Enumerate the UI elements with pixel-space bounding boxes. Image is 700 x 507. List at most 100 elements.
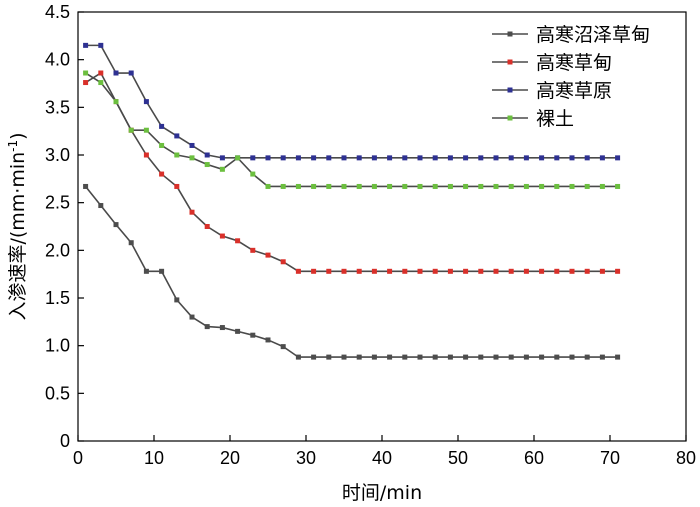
data-point — [189, 209, 195, 215]
legend-marker — [507, 87, 513, 93]
legend-marker — [507, 59, 513, 65]
data-point — [508, 268, 514, 274]
series-lines — [83, 42, 621, 360]
x-tick-label: 40 — [372, 448, 392, 468]
data-point — [447, 155, 453, 161]
data-point — [235, 328, 241, 334]
data-point — [584, 183, 590, 189]
data-point — [599, 183, 605, 189]
data-point — [174, 152, 180, 158]
legend-marker — [507, 31, 513, 37]
data-point — [508, 155, 514, 161]
data-point — [356, 183, 362, 189]
x-axis-title: 时间/min — [342, 482, 422, 504]
data-point — [311, 155, 317, 161]
data-point — [143, 152, 149, 158]
data-point — [402, 155, 408, 161]
data-point — [83, 80, 89, 86]
data-point — [539, 354, 545, 360]
data-point — [98, 203, 104, 209]
data-point — [174, 297, 180, 303]
data-point — [569, 268, 575, 274]
data-point — [387, 268, 393, 274]
data-point — [295, 268, 301, 274]
data-point — [523, 268, 529, 274]
x-tick-label: 20 — [220, 448, 240, 468]
data-point — [478, 268, 484, 274]
data-point — [356, 354, 362, 360]
data-point — [98, 80, 104, 86]
data-point — [371, 354, 377, 360]
data-point — [371, 183, 377, 189]
legend-item: 高寒草甸 — [492, 52, 612, 74]
data-point — [599, 354, 605, 360]
data-point — [83, 42, 89, 48]
y-tick-label: 3.5 — [45, 97, 70, 117]
data-point — [143, 127, 149, 133]
data-point — [569, 354, 575, 360]
legend-label: 裸土 — [536, 108, 574, 130]
legend-marker — [507, 115, 513, 121]
data-point — [113, 99, 119, 105]
data-point — [265, 252, 271, 258]
series-line — [84, 185, 618, 358]
data-point — [584, 268, 590, 274]
data-point — [219, 325, 225, 331]
data-point — [295, 183, 301, 189]
data-point — [508, 183, 514, 189]
data-point — [265, 155, 271, 161]
data-point — [113, 70, 119, 76]
data-point — [371, 268, 377, 274]
data-point — [402, 354, 408, 360]
data-point — [432, 183, 438, 189]
data-point — [599, 155, 605, 161]
data-point — [554, 183, 560, 189]
data-point — [204, 162, 210, 168]
data-point — [250, 247, 256, 253]
data-point — [523, 354, 529, 360]
series-line — [85, 44, 618, 159]
data-point — [235, 238, 241, 244]
data-point — [463, 268, 469, 274]
series-line — [85, 72, 618, 188]
data-point — [447, 183, 453, 189]
data-point — [554, 354, 560, 360]
data-point — [311, 183, 317, 189]
data-point — [554, 155, 560, 161]
x-tick-label: 10 — [144, 448, 164, 468]
data-point — [128, 70, 134, 76]
y-tick-label: 4.5 — [45, 2, 70, 22]
ticks: 0 10 20 30 40 50 60 70 80 0 0.5 1.0 1.5 2.0 2.5 3.0 3.5 4… — [45, 2, 696, 468]
data-point — [326, 155, 332, 161]
data-point — [402, 268, 408, 274]
data-point — [189, 314, 195, 320]
data-point — [615, 155, 621, 161]
data-point — [371, 155, 377, 161]
data-point — [554, 268, 560, 274]
data-point — [417, 155, 423, 161]
data-point — [98, 70, 104, 76]
data-point — [83, 183, 89, 189]
x-tick-label: 70 — [600, 448, 620, 468]
data-point — [584, 354, 590, 360]
data-point — [295, 155, 301, 161]
data-point — [463, 354, 469, 360]
data-point — [326, 183, 332, 189]
legend-item: 高寒草原 — [492, 80, 612, 102]
data-point — [493, 268, 499, 274]
data-point — [493, 155, 499, 161]
data-point — [219, 155, 225, 161]
data-point — [356, 268, 362, 274]
series-3 — [83, 42, 621, 161]
y-tick-label: 2.5 — [45, 193, 70, 213]
data-point — [599, 268, 605, 274]
data-point — [387, 183, 393, 189]
y-tick-label: 0.5 — [45, 383, 70, 403]
series-line — [85, 72, 618, 273]
data-point — [493, 354, 499, 360]
data-point — [189, 142, 195, 148]
data-point — [174, 133, 180, 139]
data-point — [341, 354, 347, 360]
